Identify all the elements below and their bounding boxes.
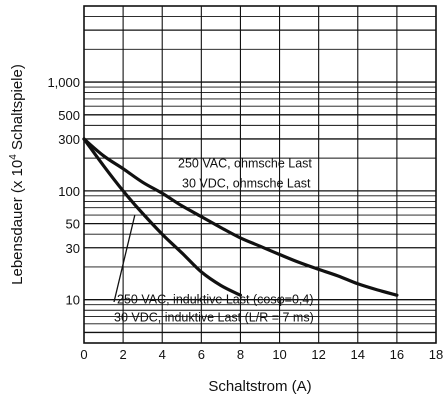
x-tick-label: 2 (119, 347, 126, 362)
x-tick-label: 6 (198, 347, 205, 362)
y-tick-label: 300 (58, 132, 80, 147)
annotations: 250 VAC, ohmsche Last 30 VDC, ohmsche La… (113, 157, 314, 325)
tick-labels: 0 2 4 6 8 10 12 14 16 18 10 30 50 100 300 500 1,000 (47, 75, 443, 362)
x-tick-label: 0 (80, 347, 87, 362)
annotation-ohmsche-30vdc: 30 VDC, ohmsche Last (182, 177, 311, 191)
plot-frame (83, 5, 437, 344)
x-tick-label: 18 (429, 347, 443, 362)
leader-line-induktive (113, 214, 136, 303)
y-tick-label: 500 (58, 108, 80, 123)
series-line-ohmsche-last (82, 137, 399, 297)
y-tick-label: 30 (66, 241, 80, 256)
x-tick-label: 12 (311, 347, 325, 362)
x-axis-label: Schaltstrom (A) (208, 378, 311, 395)
x-tick-label: 4 (159, 347, 166, 362)
grid (84, 6, 436, 343)
x-tick-label: 16 (390, 347, 404, 362)
y-axis-label-tail: Schaltspiele) (9, 64, 26, 154)
y-tick-label: 50 (66, 217, 80, 232)
y-tick-label: 1,000 (47, 75, 80, 90)
series-line-induktive-last (82, 137, 242, 297)
x-tick-label: 10 (272, 347, 286, 362)
x-tick-label: 8 (237, 347, 244, 362)
annotation-ohmsche-250vac: 250 VAC, ohmsche Last (178, 157, 312, 171)
annotation-induktive-250vac: 250 VAC, induktive Last (cosφ=0,4) (117, 293, 314, 307)
x-tick-label: 14 (351, 347, 365, 362)
y-axis-label-superscript: 4 (8, 154, 19, 160)
series-layer (82, 137, 399, 297)
y-tick-label: 10 (66, 293, 80, 308)
annotation-induktive-30vdc: 30 VDC, induktive Last (L/R = 7 ms) (114, 311, 314, 325)
y-axis-label: Lebensdauer (x 104 Schaltspiele) (8, 64, 26, 285)
y-tick-label: 100 (58, 184, 80, 199)
y-axis-label-main: Lebensdauer (x 10 (9, 160, 26, 285)
